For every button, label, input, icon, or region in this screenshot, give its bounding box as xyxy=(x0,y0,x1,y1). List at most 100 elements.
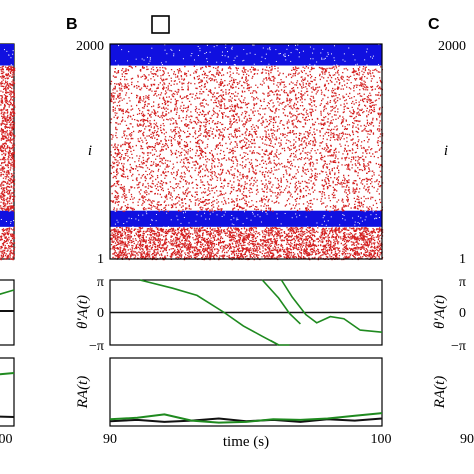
raster-gap xyxy=(331,53,333,55)
raster-gap xyxy=(321,223,323,225)
raster-gap xyxy=(348,47,350,49)
raster-gap xyxy=(231,48,233,50)
raster-gap xyxy=(252,44,254,46)
raster-gap xyxy=(354,221,356,223)
raster-gap xyxy=(283,55,285,57)
raster-gap xyxy=(330,216,332,218)
raster-gap xyxy=(227,56,229,58)
raster-gap xyxy=(343,214,345,216)
raster-gap xyxy=(10,64,12,66)
raster-plot xyxy=(110,44,384,261)
raster-gap xyxy=(354,224,356,226)
raster-gap xyxy=(142,214,144,216)
raster-gap xyxy=(132,226,134,228)
raster-gap xyxy=(288,45,290,47)
panel-c-x-tick: 90 xyxy=(460,432,474,447)
raster-gap xyxy=(257,214,259,216)
raster-gap xyxy=(285,55,287,57)
raster-gap xyxy=(243,59,245,61)
raster-gap xyxy=(216,61,218,63)
inhibitory-band xyxy=(0,210,14,227)
raster-gap xyxy=(151,219,153,221)
raster-gap xyxy=(324,215,326,217)
raster-gap xyxy=(128,217,130,219)
raster-gap xyxy=(237,218,239,220)
raster-gap xyxy=(128,51,130,53)
raster-gap xyxy=(135,58,137,60)
raster-gap xyxy=(333,64,335,66)
raster-gap xyxy=(204,53,206,55)
raster-gap xyxy=(266,213,268,215)
raster-gap xyxy=(184,211,186,213)
raster-gap xyxy=(138,219,140,221)
raster-gap xyxy=(221,215,223,217)
raster-gap xyxy=(264,58,266,60)
raster-gap xyxy=(118,45,120,47)
raster-gap xyxy=(126,60,128,62)
raster-gap xyxy=(302,50,304,52)
raster-gap xyxy=(336,64,338,66)
raster-gap xyxy=(376,217,378,219)
raster-gap xyxy=(191,52,193,54)
raster-gap xyxy=(236,219,238,221)
raster-gap xyxy=(312,58,314,60)
panel-a-theta-green xyxy=(0,289,15,295)
raster-gap xyxy=(378,217,380,219)
panel-a-theta-frame xyxy=(0,279,15,346)
raster-gap xyxy=(199,47,201,49)
raster-frame xyxy=(109,43,383,260)
panel-a-cropped: 100 xyxy=(0,43,16,447)
raster-gap xyxy=(205,218,207,220)
raster-gap xyxy=(309,63,311,65)
raster-gap xyxy=(242,60,244,62)
raster-gap xyxy=(269,46,271,48)
panel-c-y-tick-bottom: 1 xyxy=(459,252,466,267)
panel-c-r-label: RA(t) xyxy=(432,376,448,409)
panel-c-letter: C xyxy=(428,16,440,33)
raster-gap xyxy=(360,217,362,219)
raster-gap xyxy=(323,58,325,60)
raster-gap xyxy=(173,55,175,57)
raster-gap xyxy=(225,44,227,46)
raster-gap xyxy=(374,218,376,220)
raster-gap xyxy=(224,55,226,57)
raster-gap xyxy=(334,59,336,61)
raster-gap xyxy=(243,49,245,51)
raster-gap xyxy=(223,214,225,216)
raster-gap xyxy=(226,51,228,53)
raster-gap xyxy=(123,223,125,225)
theta-line-1 xyxy=(261,279,301,325)
raster-gap xyxy=(233,217,235,219)
raster-gap xyxy=(10,57,12,59)
excitatory-spikes xyxy=(110,65,384,212)
raster-gap xyxy=(221,61,223,63)
raster-gap xyxy=(278,53,280,55)
raster-gap xyxy=(365,216,367,218)
raster-gap xyxy=(290,60,292,62)
raster-gap xyxy=(304,65,306,67)
raster-gap xyxy=(275,49,277,51)
panel-a-x-tick: 100 xyxy=(0,432,13,447)
raster-gap xyxy=(344,60,346,62)
raster-gap xyxy=(6,50,8,52)
raster-gap xyxy=(182,212,184,214)
raster-gap xyxy=(208,218,210,220)
raster-gap xyxy=(233,59,235,61)
raster-gap xyxy=(164,49,166,51)
raster-gap xyxy=(149,224,151,226)
raster-gap xyxy=(173,53,175,55)
raster-gap xyxy=(145,211,147,213)
raster-gap xyxy=(233,64,235,66)
raster-gap xyxy=(231,214,233,216)
panel-a-r-frame xyxy=(0,357,15,427)
raster-gap xyxy=(226,62,228,64)
raster-gap xyxy=(116,219,118,221)
raster-gap xyxy=(166,53,168,55)
inhibitory-band xyxy=(110,210,382,227)
raster-gap xyxy=(151,47,153,49)
r-frame xyxy=(109,357,383,427)
r-y-label: RA(t) xyxy=(75,376,91,409)
raster-gap xyxy=(224,211,226,213)
raster-gap xyxy=(234,64,236,66)
raster-gap xyxy=(195,220,197,222)
